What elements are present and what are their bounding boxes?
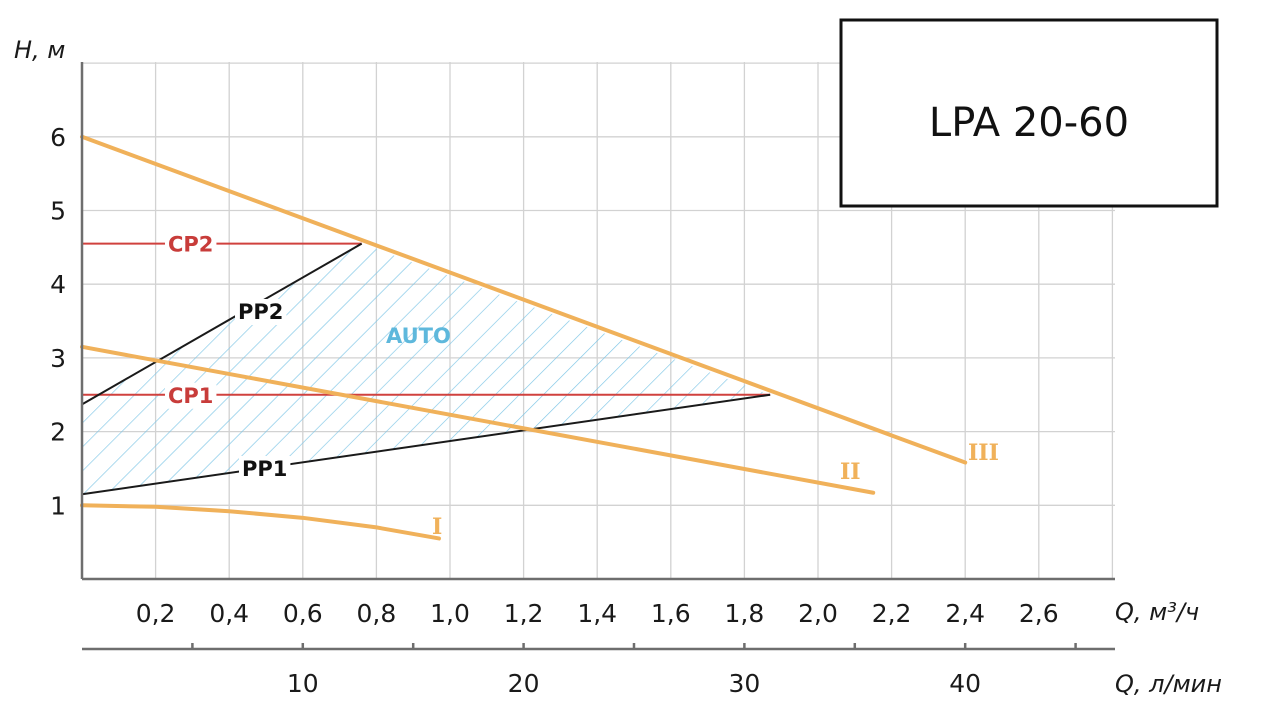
x-tick-label: 0,8: [357, 599, 397, 628]
series-line-pp2: [81, 242, 363, 406]
series-line-pp1: [81, 393, 771, 496]
label-pp2: PP2: [238, 300, 283, 324]
x-tick-label: 2,2: [872, 599, 912, 628]
label-pp1: PP1: [242, 457, 287, 481]
label-curve-i: I: [432, 514, 442, 540]
series-line-ii: [80, 344, 876, 495]
y-tick-label: 6: [50, 123, 66, 152]
title-box: LPA 20-60: [839, 18, 1219, 208]
x-tick-label: 1,6: [651, 599, 691, 628]
x-tick-label: 1,2: [504, 599, 544, 628]
x2-tick-label: 30: [728, 669, 760, 698]
y-axis-title: H, м: [14, 36, 65, 64]
label-curve-iii: III: [968, 440, 999, 466]
label-cp1: CP1: [168, 384, 213, 408]
label-curve-ii: II: [840, 459, 861, 485]
x2-tick-label: 10: [287, 669, 319, 698]
y-tick-label: 1: [50, 491, 66, 520]
label-auto: AUTO: [386, 324, 451, 348]
y-tick-label: 3: [50, 344, 66, 373]
x-tick-label: 2,0: [798, 599, 838, 628]
x-tick-label: 1,4: [577, 599, 617, 628]
y-tick-label: 2: [50, 418, 66, 447]
label-pp1-bg: [239, 456, 291, 482]
axes: 1 2 3 4 5 6 0,2 0,4 0,6 0,8 1,0 1,2 1,4 1,6 1,8 2,0 2,2 2…: [14, 36, 1222, 698]
x2-axis-title: Q, л/мин: [1115, 670, 1222, 698]
label-cp1-bg: [165, 382, 217, 409]
y-tick-label: 5: [50, 197, 66, 226]
label-cp2-bg: [165, 231, 217, 258]
label-cp2: CP2: [168, 233, 213, 257]
title-frame: [839, 18, 1219, 208]
x-tick-label: 0,4: [209, 599, 249, 628]
x2-tick-label: 20: [508, 669, 540, 698]
x-axis-title: Q, м³/ч: [1115, 598, 1199, 626]
x-tick-label: 1,8: [725, 599, 765, 628]
y-tick-label: 4: [50, 270, 66, 299]
x-tick-label: 0,2: [136, 599, 176, 628]
series-line-iii: [80, 134, 968, 465]
x-tick-label: 0,6: [283, 599, 323, 628]
series-line-i: [80, 503, 441, 541]
x-tick-label: 2,6: [1019, 599, 1059, 628]
label-pp2-bg: [235, 299, 287, 325]
x2-tick-label: 40: [949, 669, 981, 698]
chart-title: LPA 20-60: [929, 100, 1129, 146]
x-tick-label: 1,0: [430, 599, 470, 628]
x-tick-label: 2,4: [945, 599, 985, 628]
